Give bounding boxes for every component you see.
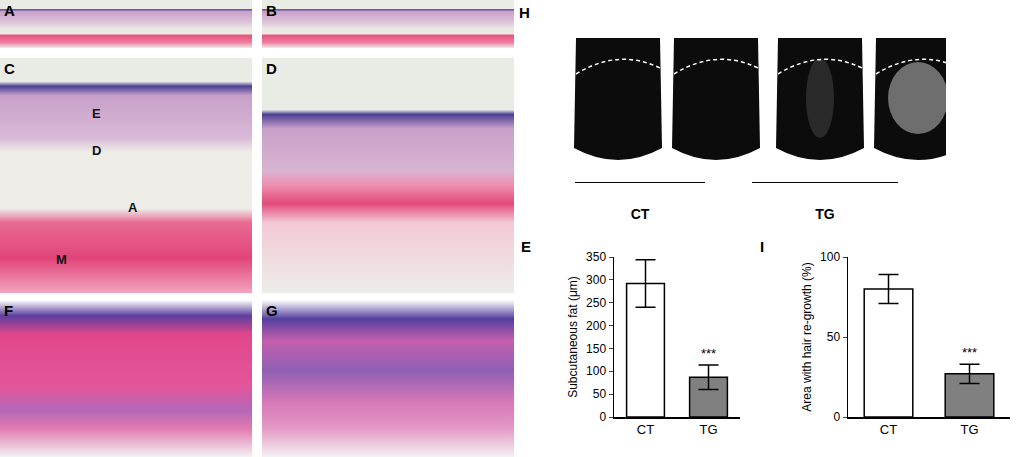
svg-text:TG: TG: [960, 422, 978, 437]
html-text:CT: CT: [630, 206, 650, 222]
svg-text:***: ***: [701, 346, 716, 361]
html-text:C: C: [4, 60, 15, 77]
html-text:F: F: [4, 302, 14, 319]
html-text:D: D: [266, 60, 277, 77]
svg-text:0: 0: [833, 410, 840, 424]
html-text:B: B: [266, 2, 277, 19]
html-text:E: E: [92, 106, 101, 121]
svg-text:250: 250: [586, 296, 606, 310]
html-text:D: D: [92, 143, 102, 158]
svg-text:50: 50: [593, 387, 607, 401]
html-text:M: M: [56, 252, 67, 267]
html-text:A: A: [128, 200, 138, 215]
svg-text:Area with hair re-growth (%): Area with hair re-growth (%): [800, 262, 814, 411]
html-text:G: G: [266, 302, 278, 319]
svg-text:50: 50: [827, 330, 841, 344]
svg-text:CT: CT: [880, 422, 897, 437]
html-text:A: A: [4, 2, 15, 19]
svg-text:150: 150: [586, 342, 606, 356]
html-text:H: H: [519, 4, 530, 21]
svg-text:Subcutaneous fat (μm): Subcutaneous fat (μm): [566, 276, 580, 398]
svg-text:CT: CT: [637, 422, 654, 437]
svg-text:350: 350: [586, 250, 606, 264]
html-text:TG: TG: [815, 206, 835, 222]
html-text:E: E: [521, 238, 531, 255]
html-text:I: I: [760, 238, 765, 255]
svg-text:***: ***: [962, 345, 977, 360]
svg-text:300: 300: [586, 273, 606, 287]
svg-text:100: 100: [586, 364, 606, 378]
svg-text:0: 0: [599, 410, 606, 424]
svg-text:TG: TG: [699, 422, 717, 437]
svg-text:100: 100: [820, 250, 840, 264]
svg-text:200: 200: [586, 319, 606, 333]
